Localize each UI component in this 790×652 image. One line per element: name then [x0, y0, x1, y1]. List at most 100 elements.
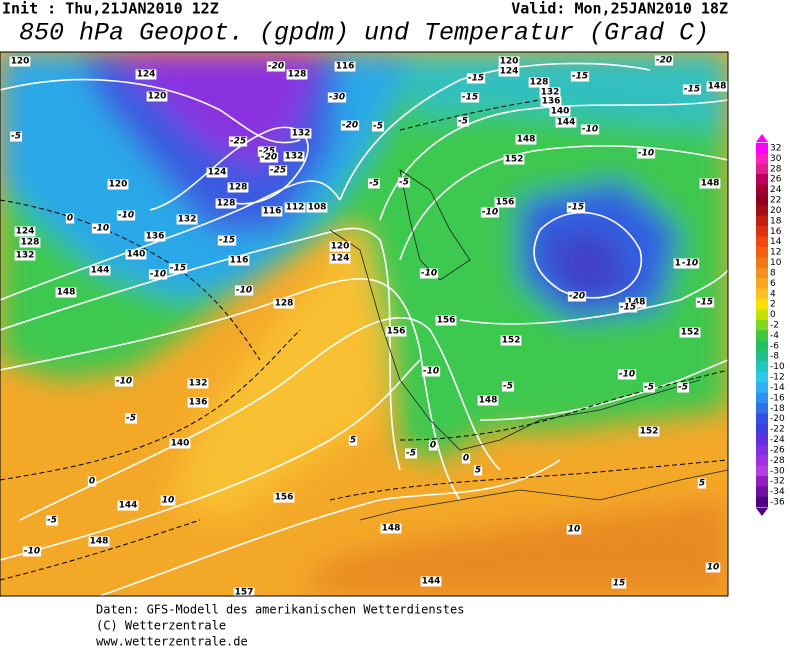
- legend-swatch: [756, 423, 768, 435]
- geopotential-label: 128: [288, 70, 307, 80]
- temperature-label: -20: [656, 56, 672, 66]
- geopotential-label: 152: [505, 155, 524, 165]
- geopotential-label: 120: [148, 92, 167, 102]
- legend-label: -10: [770, 362, 785, 372]
- geopotential-label: 116: [336, 62, 355, 72]
- temperature-label: -5: [399, 178, 409, 188]
- geopotential-label: 152: [502, 336, 521, 346]
- temperature-label: -15: [219, 236, 235, 246]
- geopotential-label: 152: [681, 328, 700, 338]
- geopotential-label-box: [515, 134, 537, 145]
- legend-label: -26: [770, 445, 785, 455]
- temperature-label-box: [677, 382, 689, 393]
- temperature-label-box: [473, 465, 483, 476]
- legend-swatch: [756, 267, 768, 279]
- temperature-label-box: [114, 376, 134, 387]
- legend-swatch: [756, 371, 768, 383]
- legend-label: -16: [770, 393, 785, 403]
- legend-arrow-top: [756, 134, 768, 142]
- temperature-label-box: [567, 291, 587, 302]
- geopotential-label-box: [227, 182, 249, 193]
- geopotential-label: 116: [263, 207, 282, 217]
- init-time: Init : Thu,21JAN2010 12Z: [2, 0, 219, 18]
- temperature-label: -5: [406, 449, 416, 459]
- temperature-label-box: [91, 223, 111, 234]
- legend-label: 24: [770, 185, 782, 195]
- legend-swatch: [756, 465, 768, 477]
- legend-swatch: [756, 184, 768, 196]
- legend-swatch: [756, 351, 768, 362]
- geopotential-label: 132: [292, 129, 311, 139]
- temperature-label: -10: [93, 224, 109, 234]
- geopotential-label: 132: [541, 88, 560, 98]
- legend-swatch: [756, 392, 768, 404]
- legend-label: 30: [770, 154, 782, 164]
- geopotential-label-box: [706, 81, 728, 92]
- legend-label: 26: [770, 175, 782, 185]
- temperature-label: -15: [468, 74, 484, 84]
- temperature-label-box: [480, 207, 500, 218]
- temperature-label: 5: [350, 436, 356, 446]
- legend-swatch: [756, 496, 768, 508]
- temperature-label: 0: [89, 477, 95, 487]
- temperature-label: -15: [170, 264, 186, 274]
- legend-label: 4: [770, 289, 776, 299]
- geopotential-label: 124: [208, 168, 227, 178]
- temperature-label-box: [348, 435, 358, 446]
- temperature-label-box: [580, 124, 600, 135]
- geopotential-label-box: [528, 77, 550, 88]
- temperature-label: -25: [230, 137, 246, 147]
- temperature-label: 10: [568, 525, 581, 535]
- footer-line: Daten: GFS-Modell des amerikanischen Wet…: [96, 603, 464, 617]
- geopotential-label-box: [125, 249, 147, 260]
- legend-label: -24: [770, 435, 785, 445]
- temperature-label: -10: [638, 149, 654, 159]
- geopotential-contours: [0, 62, 728, 596]
- legend-label: 32: [770, 144, 781, 154]
- geopotential-label-box: [9, 56, 31, 67]
- temperature-label-box: [643, 382, 655, 393]
- geopotential-label: 140: [127, 250, 146, 260]
- temperature-label: -10: [236, 286, 252, 296]
- temperature-label-box: [502, 381, 514, 392]
- temperature-label: -25: [270, 166, 286, 176]
- legend-swatch: [756, 142, 768, 154]
- temperature-label: 0: [463, 454, 469, 464]
- temperature-label-box: [566, 524, 582, 535]
- temperature-label-box: [611, 578, 627, 589]
- temperature-label: 10: [707, 563, 720, 573]
- temperature-label: -5: [644, 383, 654, 393]
- legend-swatch: [756, 236, 768, 248]
- geopotential-label-box: [169, 438, 191, 449]
- legend-swatch: [756, 163, 768, 175]
- temperature-label-box: [268, 165, 288, 176]
- geopotential-label: 120: [109, 180, 128, 190]
- legend-label: 0: [770, 310, 776, 320]
- temperature-label-box: [428, 440, 438, 451]
- legend-swatch: [756, 403, 768, 414]
- legend-label: -8: [770, 352, 779, 362]
- temperature-label: 5: [699, 479, 705, 489]
- legend-swatch: [756, 434, 768, 446]
- geopotential-label-box: [500, 335, 522, 346]
- legend-swatch: [756, 153, 768, 164]
- legend-swatch: [756, 444, 768, 456]
- geopotential-label: 124: [331, 254, 350, 264]
- temperature-label-box: [570, 71, 590, 82]
- legend-label: 28: [770, 164, 782, 174]
- geopotential-label-box: [176, 214, 198, 225]
- temperature-label-box: [398, 177, 410, 188]
- legend-label: 6: [770, 279, 776, 289]
- geopotential-label-box: [19, 237, 41, 248]
- temperature-label: -10: [150, 270, 166, 280]
- temperature-label-box: [636, 148, 656, 159]
- geopotential-label: 144: [91, 266, 110, 276]
- temperature-label: -5: [47, 516, 57, 526]
- temperature-label-box: [705, 562, 721, 573]
- geopotential-label-box: [539, 87, 561, 98]
- geopotential-label: 148: [479, 396, 498, 406]
- geopotential-label-box: [385, 326, 407, 337]
- temperature-label: -10: [118, 211, 134, 221]
- temperature-label: 0: [67, 214, 73, 224]
